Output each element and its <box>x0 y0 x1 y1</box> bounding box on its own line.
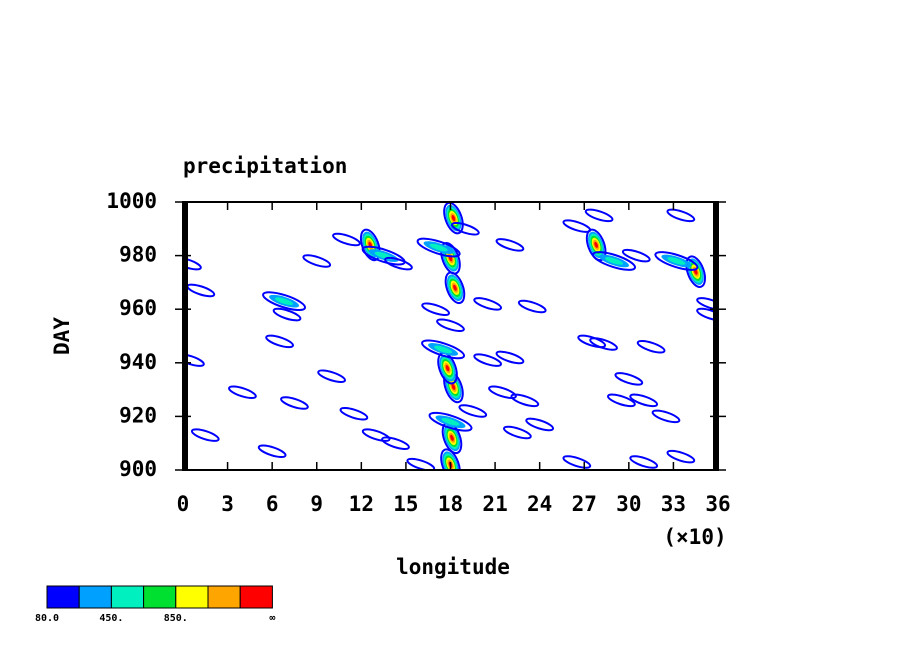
precip-cell <box>421 302 451 316</box>
precip-cell <box>416 237 461 258</box>
precip-cell <box>262 291 307 312</box>
chart-title: precipitation <box>183 154 347 178</box>
precip-cell <box>621 248 651 263</box>
colorbar-label: ∞ <box>269 613 275 624</box>
precip-cell <box>257 444 287 459</box>
precip-cell <box>495 238 525 252</box>
precip-cell <box>495 350 525 365</box>
precip-cell <box>444 271 466 305</box>
precip-cell <box>696 297 718 311</box>
precip-cell <box>302 254 332 268</box>
x-tick-label: 0 <box>177 492 190 516</box>
y-tick-label: 920 <box>119 403 157 427</box>
y-tick-label: 960 <box>119 296 157 320</box>
colorbar-swatch <box>207 585 241 609</box>
precip-cell <box>450 222 480 236</box>
precip-cell <box>183 353 205 367</box>
colorbar-swatch <box>110 585 145 609</box>
x-axis-label: longitude <box>396 555 510 579</box>
precip-cell <box>436 318 465 333</box>
precip-cell <box>317 369 346 383</box>
precip-cell <box>443 202 464 235</box>
colorbar-label: 850. <box>164 613 188 624</box>
x-tick-label: 3 <box>221 492 234 516</box>
precip-cell <box>421 339 466 360</box>
colorbar-swatch <box>175 585 209 609</box>
precip-cell <box>441 421 463 455</box>
precip-cell <box>562 219 592 233</box>
plot-area <box>183 202 718 470</box>
precip-cell <box>265 334 294 349</box>
precip-cell <box>607 393 636 408</box>
y-axis-label: DAY <box>50 317 74 355</box>
precip-cell <box>584 208 614 223</box>
x-tick-label: 9 <box>310 492 323 516</box>
precip-cell <box>636 339 666 354</box>
precip-cell <box>589 337 618 351</box>
precip-cell <box>186 283 216 298</box>
x-multiplier: (×10) <box>663 525 726 549</box>
y-tick-label: 1000 <box>106 189 157 213</box>
x-tick-label: 12 <box>349 492 374 516</box>
precip-cell <box>503 425 532 440</box>
precip-cell <box>332 232 361 247</box>
x-tick-label: 30 <box>616 492 641 516</box>
precip-cell <box>406 457 436 470</box>
precip-cell <box>654 251 699 271</box>
precip-cell <box>614 372 644 386</box>
colorbar-label: 450. <box>99 613 123 624</box>
y-tick-label: 940 <box>119 350 157 374</box>
precip-cell <box>339 406 369 421</box>
precip-cell <box>591 251 636 271</box>
precip-cell <box>361 428 391 442</box>
precip-cell <box>517 299 547 314</box>
x-tick-label: 6 <box>266 492 279 516</box>
x-tick-label: 36 <box>705 492 730 516</box>
colorbar-label: 80.0 <box>35 613 59 624</box>
precip-cell <box>696 307 718 322</box>
y-tick-label: 900 <box>119 457 157 481</box>
precip-cell <box>473 353 503 367</box>
x-tick-label: 33 <box>661 492 686 516</box>
precip-cell <box>428 411 473 432</box>
precip-cell <box>525 417 555 432</box>
colorbar-swatch <box>46 585 80 609</box>
precip-cell <box>666 208 696 223</box>
x-tick-label: 21 <box>482 492 507 516</box>
precip-cell <box>361 245 406 266</box>
precip-cell <box>651 409 681 424</box>
precip-cell <box>562 455 592 469</box>
precip-cell <box>458 404 488 418</box>
precip-cell <box>510 393 540 408</box>
colorbar-swatch <box>78 585 112 609</box>
colorbar-swatch <box>239 585 273 609</box>
precip-cell <box>384 256 413 271</box>
precip-cell <box>629 455 659 469</box>
precip-cell <box>272 307 302 322</box>
precip-cell <box>666 449 696 464</box>
precip-cell <box>190 428 220 442</box>
x-tick-label: 18 <box>438 492 463 516</box>
x-tick-label: 15 <box>393 492 418 516</box>
y-tick-label: 980 <box>119 243 157 267</box>
x-tick-label: 27 <box>572 492 597 516</box>
precip-cell <box>629 393 659 408</box>
precip-cell <box>473 297 503 311</box>
precip-cell <box>488 385 517 400</box>
precip-cell <box>437 351 458 385</box>
x-tick-label: 24 <box>527 492 552 516</box>
colorbar-swatch <box>143 585 177 609</box>
precip-cell <box>280 396 309 410</box>
precip-cell <box>228 385 257 400</box>
precip-cell <box>381 436 410 450</box>
